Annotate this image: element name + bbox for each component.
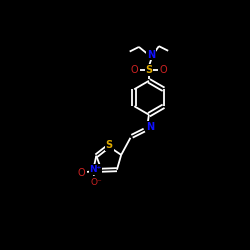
Text: O: O — [78, 168, 86, 178]
Text: S: S — [106, 140, 113, 150]
Text: N: N — [146, 122, 154, 132]
Text: O⁻: O⁻ — [90, 178, 102, 187]
Text: O: O — [160, 65, 167, 75]
Text: N: N — [147, 50, 155, 60]
Text: N⁺: N⁺ — [90, 165, 102, 174]
Text: O: O — [130, 65, 138, 75]
Text: S: S — [145, 65, 152, 75]
